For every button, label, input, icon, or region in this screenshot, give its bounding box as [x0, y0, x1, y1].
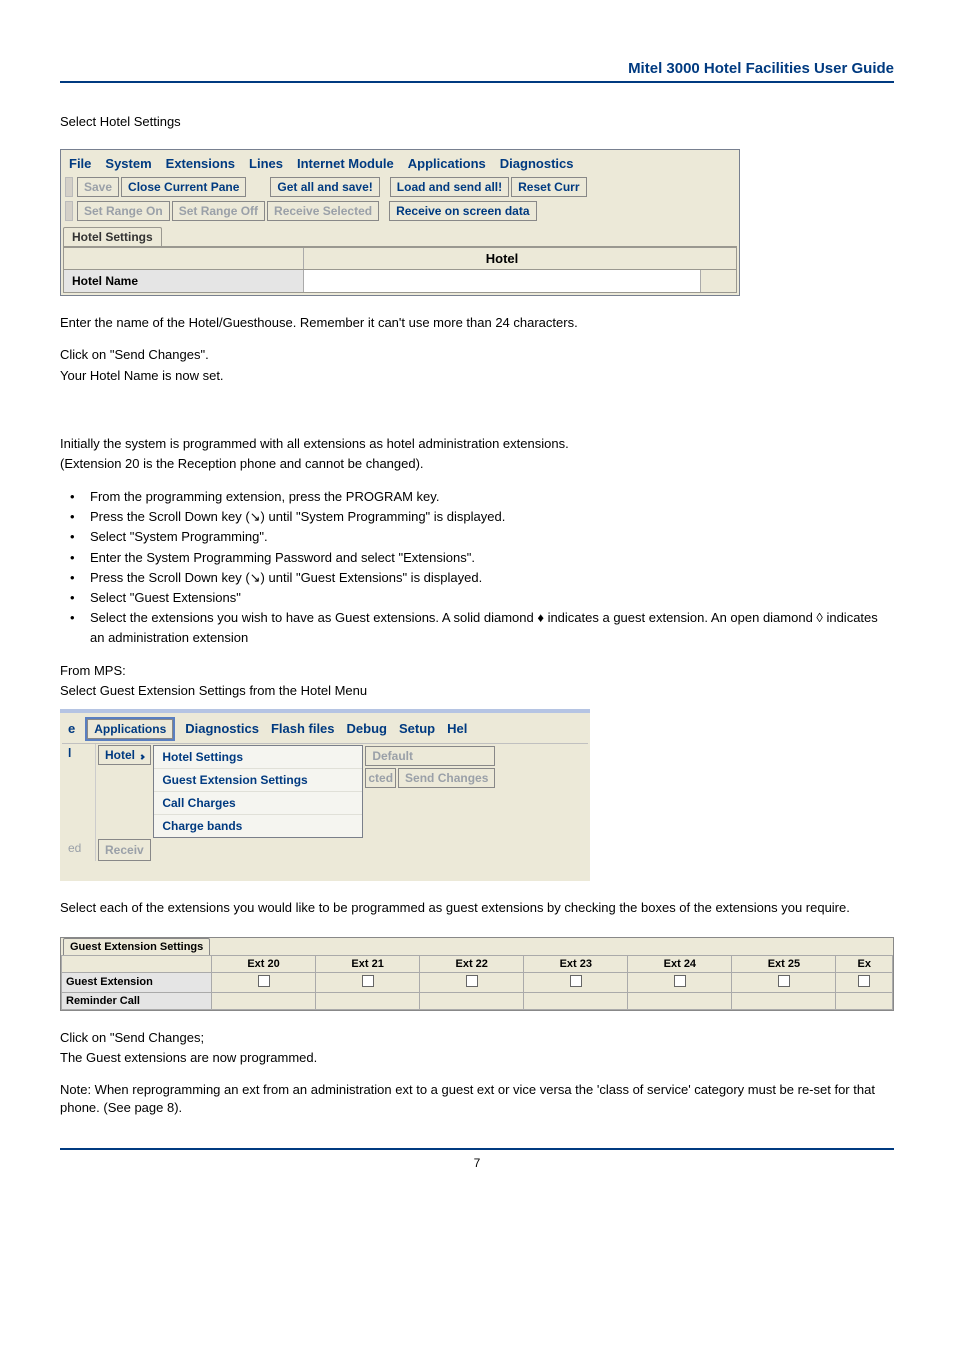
menu-applications[interactable]: Applications: [87, 719, 173, 739]
col-ext-more: Ex: [836, 955, 893, 972]
page-footer: 7: [60, 1148, 894, 1170]
list-item: From the programming extension, press th…: [70, 487, 894, 507]
screenshot-hotel-menu: e Applications Diagnostics Flash files D…: [60, 709, 590, 881]
submenu-charge-bands[interactable]: Charge bands: [154, 815, 362, 837]
page-number: 7: [474, 1156, 481, 1170]
tab-hotel-settings[interactable]: Hotel Settings: [63, 227, 162, 246]
para-click-send: Click on "Send Changes".: [60, 346, 894, 364]
list-item: Select "Guest Extensions": [70, 588, 894, 608]
checkbox[interactable]: [466, 975, 478, 987]
checkbox[interactable]: [858, 975, 870, 987]
set-range-off-button[interactable]: Set Range Off: [172, 201, 265, 221]
table-row: Reminder Call: [62, 992, 893, 1009]
hotel-submenu: Hotel Settings Guest Extension Settings …: [153, 745, 363, 838]
get-all-button[interactable]: Get all and save!: [270, 177, 379, 197]
default-button[interactable]: Default: [365, 746, 495, 766]
submenu-hotel[interactable]: Hotel: [98, 745, 151, 765]
para-note: Note: When reprogramming an ext from an …: [60, 1081, 894, 1117]
set-range-on-button[interactable]: Set Range On: [77, 201, 170, 221]
para-initially: Initially the system is programmed with …: [60, 435, 894, 453]
chevron-right-icon: [140, 754, 146, 760]
send-changes-button[interactable]: Send Changes: [398, 768, 495, 788]
col-ext25: Ext 25: [732, 955, 836, 972]
col-ext24: Ext 24: [628, 955, 732, 972]
checkbox[interactable]: [674, 975, 686, 987]
submenu-guest-extension-settings[interactable]: Guest Extension Settings: [154, 769, 362, 792]
table-head-row: Hotel: [63, 248, 737, 270]
menu-applications[interactable]: Applications: [408, 156, 486, 171]
checkbox[interactable]: [362, 975, 374, 987]
row-guest-extension: Guest Extension: [62, 972, 212, 992]
receive-fragment-button: Receiv: [98, 839, 151, 861]
list-item: Press the Scroll Down key (↘) until "Sys…: [70, 507, 894, 527]
submenu-hotel-settings[interactable]: Hotel Settings: [154, 746, 362, 769]
para-from-mps: From MPS:: [60, 662, 894, 680]
grip-icon: [65, 201, 73, 221]
doc-header: Mitel 3000 Hotel Facilities User Guide: [60, 60, 894, 83]
checkbox[interactable]: [258, 975, 270, 987]
para-now-programmed: The Guest extensions are now programmed.: [60, 1049, 894, 1067]
para-select-each: Select each of the extensions you would …: [60, 899, 894, 917]
menu-help-fragment[interactable]: Hel: [447, 721, 467, 736]
checkbox[interactable]: [570, 975, 582, 987]
menu-system[interactable]: System: [105, 156, 151, 171]
toolbar-1: Save Close Current Pane Get all and save…: [63, 175, 737, 199]
close-pane-button[interactable]: Close Current Pane: [121, 177, 246, 197]
row-label-hotel-name: Hotel Name: [64, 270, 304, 292]
para-name-set: Your Hotel Name is now set.: [60, 367, 894, 385]
menu-fragment-e: e: [68, 721, 75, 736]
page: Mitel 3000 Hotel Facilities User Guide S…: [0, 0, 954, 1190]
tab-guest-ext-settings[interactable]: Guest Extension Settings: [63, 938, 210, 955]
menubar: File System Extensions Lines Internet Mo…: [63, 152, 737, 175]
list-item: Enter the System Programming Password an…: [70, 548, 894, 568]
menu-diagnostics[interactable]: Diagnostics: [185, 721, 259, 736]
para-enter-name: Enter the name of the Hotel/Guesthouse. …: [60, 314, 894, 332]
save-button[interactable]: Save: [77, 177, 119, 197]
list-item: Press the Scroll Down key (↘) until "Gue…: [70, 568, 894, 588]
text-select-hotel: Select Hotel Settings: [60, 113, 894, 131]
col-ext21: Ext 21: [316, 955, 420, 972]
row-reminder-call: Reminder Call: [62, 992, 212, 1009]
screenshot-hotel-settings: File System Extensions Lines Internet Mo…: [60, 149, 740, 296]
label-fragment-cted: cted: [365, 768, 396, 788]
menu-flash-files[interactable]: Flash files: [271, 721, 335, 736]
col-ext23: Ext 23: [524, 955, 628, 972]
submenu-call-charges[interactable]: Call Charges: [154, 792, 362, 815]
para-ext20: (Extension 20 is the Reception phone and…: [60, 455, 894, 473]
list-item: Select "System Programming".: [70, 527, 894, 547]
screenshot-guest-ext-table: Guest Extension Settings Ext 20 Ext 21 E…: [60, 937, 894, 1011]
label-fragment-l: l: [62, 744, 96, 839]
menu-file[interactable]: File: [69, 156, 91, 171]
list-item: Select the extensions you wish to have a…: [70, 608, 894, 648]
label-fragment-ed: ed: [62, 839, 96, 861]
toolbar-2: Set Range On Set Range Off Receive Selec…: [63, 199, 737, 223]
bullet-list: From the programming extension, press th…: [70, 487, 894, 648]
menu-setup[interactable]: Setup: [399, 721, 435, 736]
table-row: Guest Extension: [62, 972, 893, 992]
para-select-guest: Select Guest Extension Settings from the…: [60, 682, 894, 700]
tab-strip: Hotel Settings: [63, 227, 737, 248]
menu-internet-module[interactable]: Internet Module: [297, 156, 394, 171]
load-send-all-button[interactable]: Load and send all!: [390, 177, 509, 197]
grip-icon: [65, 177, 73, 197]
table-row: Ext 20 Ext 21 Ext 22 Ext 23 Ext 24 Ext 2…: [62, 955, 893, 972]
col-ext22: Ext 22: [420, 955, 524, 972]
receive-screen-data-button[interactable]: Receive on screen data: [389, 201, 536, 221]
col-head-hotel: Hotel: [304, 248, 700, 269]
menu-lines[interactable]: Lines: [249, 156, 283, 171]
table-row: Hotel Name: [63, 270, 737, 293]
col-ext20: Ext 20: [212, 955, 316, 972]
para-click-send-changes: Click on "Send Changes;: [60, 1029, 894, 1047]
receive-selected-button[interactable]: Receive Selected: [267, 201, 379, 221]
menu-debug[interactable]: Debug: [347, 721, 387, 736]
checkbox[interactable]: [778, 975, 790, 987]
hotel-name-input[interactable]: [306, 273, 698, 289]
menu-extensions[interactable]: Extensions: [166, 156, 235, 171]
reset-curr-button[interactable]: Reset Curr: [511, 177, 586, 197]
menu-diagnostics[interactable]: Diagnostics: [500, 156, 574, 171]
menubar-2: e Applications Diagnostics Flash files D…: [62, 715, 588, 744]
guest-ext-table: Ext 20 Ext 21 Ext 22 Ext 23 Ext 24 Ext 2…: [61, 955, 893, 1010]
